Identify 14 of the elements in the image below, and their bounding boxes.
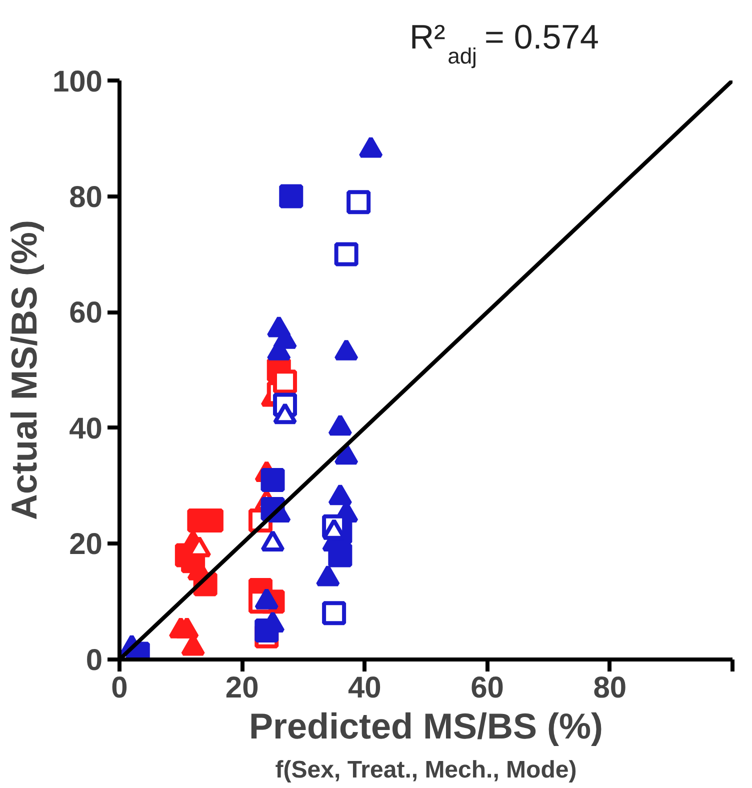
y-tick-label: 0 — [86, 644, 103, 677]
x-tick-label: 40 — [348, 672, 382, 704]
x-tick-label: 20 — [225, 672, 259, 704]
text: f(Sex, Treat., Mech., Mode) — [275, 756, 577, 784]
x-tick-label: 80 — [593, 672, 627, 704]
y-tick-label: 60 — [69, 296, 103, 330]
y-axis-title: Actual MS/BS (%) — [3, 220, 44, 520]
x-tick-label: 0 — [111, 672, 128, 704]
x-axis-title: Predicted MS/BS (%) — [248, 706, 604, 746]
x-tick-label: 60 — [470, 672, 504, 704]
y-tick-label: 40 — [69, 412, 103, 446]
y-tick-label: 80 — [69, 180, 103, 214]
y-tick-label: 20 — [69, 528, 103, 562]
y-tick-label: 100 — [52, 66, 103, 98]
